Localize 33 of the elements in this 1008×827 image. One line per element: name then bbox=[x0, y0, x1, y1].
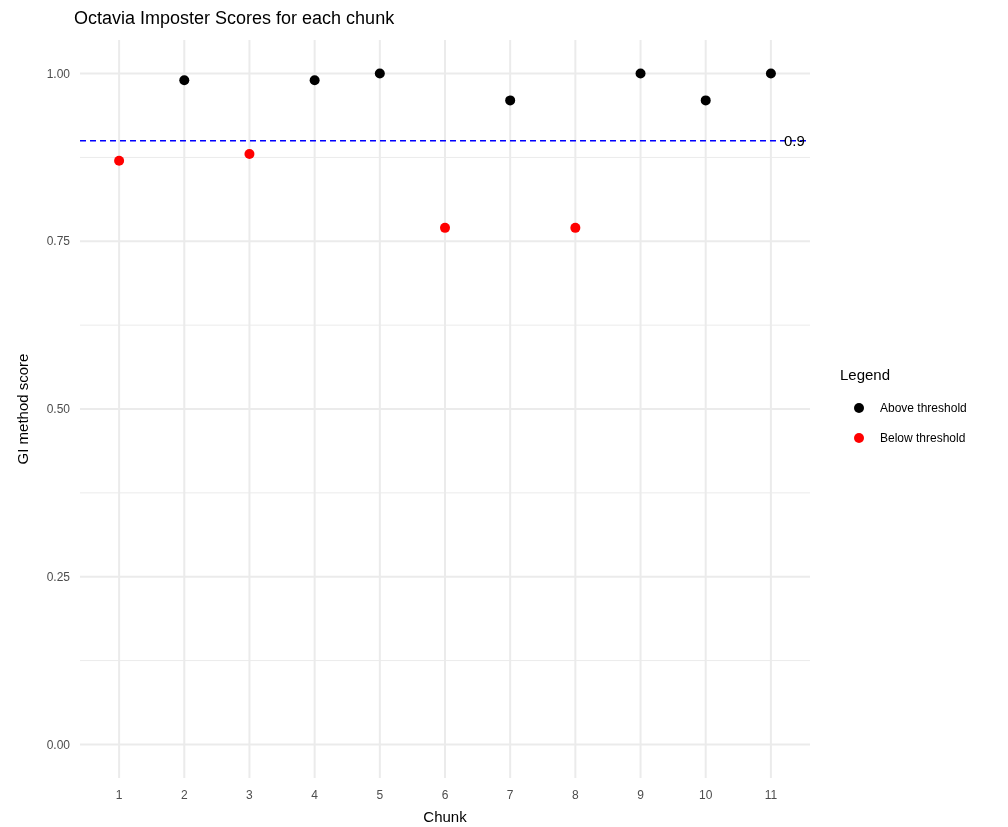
point bbox=[440, 222, 450, 233]
x-tick-label: 9 bbox=[637, 788, 645, 802]
point bbox=[244, 149, 255, 160]
y-tick-label: 0.50 bbox=[46, 402, 71, 417]
x-tick-label: 11 bbox=[764, 788, 778, 802]
x-tick-label: 10 bbox=[699, 788, 713, 802]
x-tick-label: 1 bbox=[115, 788, 123, 802]
point bbox=[765, 68, 776, 79]
x-axis-title: Chunk bbox=[423, 808, 468, 825]
legend-label: Below threshold bbox=[880, 431, 966, 446]
x-tick-label: 3 bbox=[246, 788, 254, 802]
y-tick-label: 1.00 bbox=[46, 66, 71, 81]
legend-title: Legend bbox=[840, 366, 891, 383]
legend-label: Above threshold bbox=[880, 401, 967, 416]
x-tick-label: 2 bbox=[180, 788, 188, 802]
x-tick-label: 6 bbox=[441, 788, 449, 802]
point bbox=[114, 155, 125, 166]
chart-title: Octavia Imposter Scores for each chunk bbox=[74, 8, 396, 28]
point bbox=[179, 75, 190, 86]
x-tick-label: 8 bbox=[572, 788, 580, 802]
point bbox=[635, 68, 646, 79]
y-tick-label: 0.25 bbox=[46, 569, 71, 584]
x-tick-label: 4 bbox=[311, 788, 319, 802]
x-tick-label: 7 bbox=[506, 788, 514, 802]
point bbox=[700, 95, 711, 106]
y-axis-title: GI method score bbox=[14, 353, 31, 465]
x-tick-label: 5 bbox=[376, 788, 384, 802]
point bbox=[309, 75, 320, 86]
point bbox=[505, 95, 516, 106]
point bbox=[374, 68, 385, 79]
point bbox=[570, 222, 581, 233]
y-tick-label: 0.00 bbox=[46, 737, 71, 752]
y-tick-label: 0.75 bbox=[46, 234, 71, 249]
